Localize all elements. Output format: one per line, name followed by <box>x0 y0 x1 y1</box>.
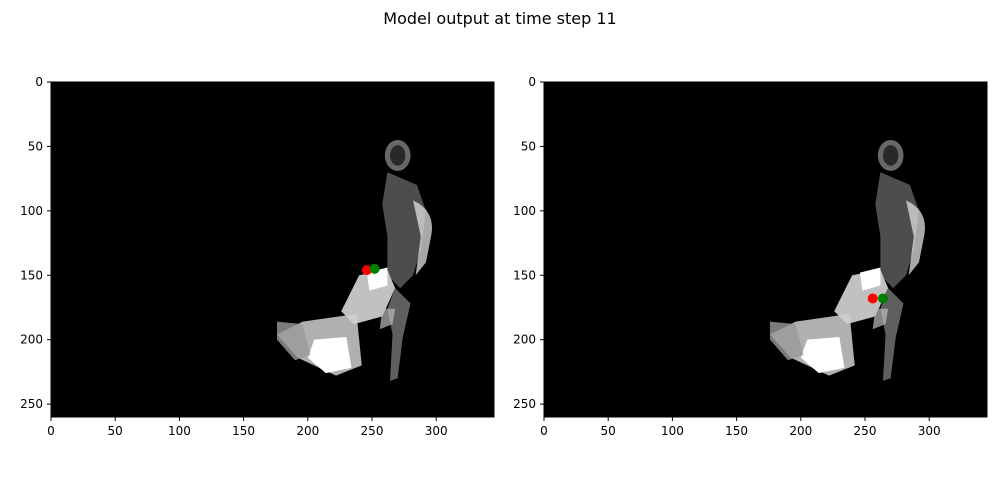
left-keypoint-green-0 <box>369 263 380 274</box>
left-axes-frame <box>50 81 495 418</box>
right-plot-panel: 0 50 100 150 200 250 300 0 50 100 150 200 250 <box>513 75 988 438</box>
right-xtick-label-0: 0 <box>540 424 548 438</box>
left-xtick-label-5: 250 <box>361 424 384 438</box>
right-ytick-label-5: 250 <box>513 397 536 411</box>
right-ytick-label-4: 200 <box>513 333 536 347</box>
left-points-layer <box>361 263 380 276</box>
right-xtick-label-5: 250 <box>854 424 877 438</box>
left-silhouette-image <box>276 139 432 381</box>
right-points-layer <box>867 293 888 304</box>
right-ytick-label-2: 100 <box>513 204 536 218</box>
right-ytick-label-0: 0 <box>528 75 536 89</box>
right-silhouette-image <box>769 139 925 381</box>
right-xtick-label-1: 50 <box>601 424 616 438</box>
right-xtick-label-2: 100 <box>661 424 684 438</box>
left-ytick-label-5: 250 <box>20 397 43 411</box>
right-ytick-label-3: 150 <box>513 268 536 282</box>
left-ytick-label-1: 50 <box>28 139 43 153</box>
right-keypoint-green-0 <box>877 293 888 304</box>
figure-title: Model output at time step 11 <box>383 9 616 28</box>
right-xtick-label-3: 150 <box>725 424 748 438</box>
left-xtick-label-3: 150 <box>232 424 255 438</box>
left-keypoint-red-0 <box>361 265 372 276</box>
left-xtick-label-1: 50 <box>108 424 123 438</box>
right-axes: 0 50 100 150 200 250 300 0 50 100 150 200 250 <box>513 75 988 438</box>
left-ytick-label-0: 0 <box>35 75 43 89</box>
left-plot-panel: 0 50 100 150 200 250 300 0 50 100 150 200 250 <box>20 75 495 438</box>
right-xtick-label-6: 300 <box>918 424 941 438</box>
left-ytick-label-2: 100 <box>20 204 43 218</box>
right-xtick-label-4: 200 <box>789 424 812 438</box>
left-ytick-label-4: 200 <box>20 333 43 347</box>
left-ytick-label-3: 150 <box>20 268 43 282</box>
left-xtick-label-6: 300 <box>425 424 448 438</box>
left-xtick-label-4: 200 <box>296 424 319 438</box>
right-axes-frame <box>543 81 988 418</box>
left-axes: 0 50 100 150 200 250 300 0 50 100 150 200 250 <box>20 75 495 438</box>
left-xtick-label-0: 0 <box>47 424 55 438</box>
left-xtick-label-2: 100 <box>168 424 191 438</box>
right-ytick-label-1: 50 <box>521 139 536 153</box>
right-keypoint-red-0 <box>867 293 878 304</box>
